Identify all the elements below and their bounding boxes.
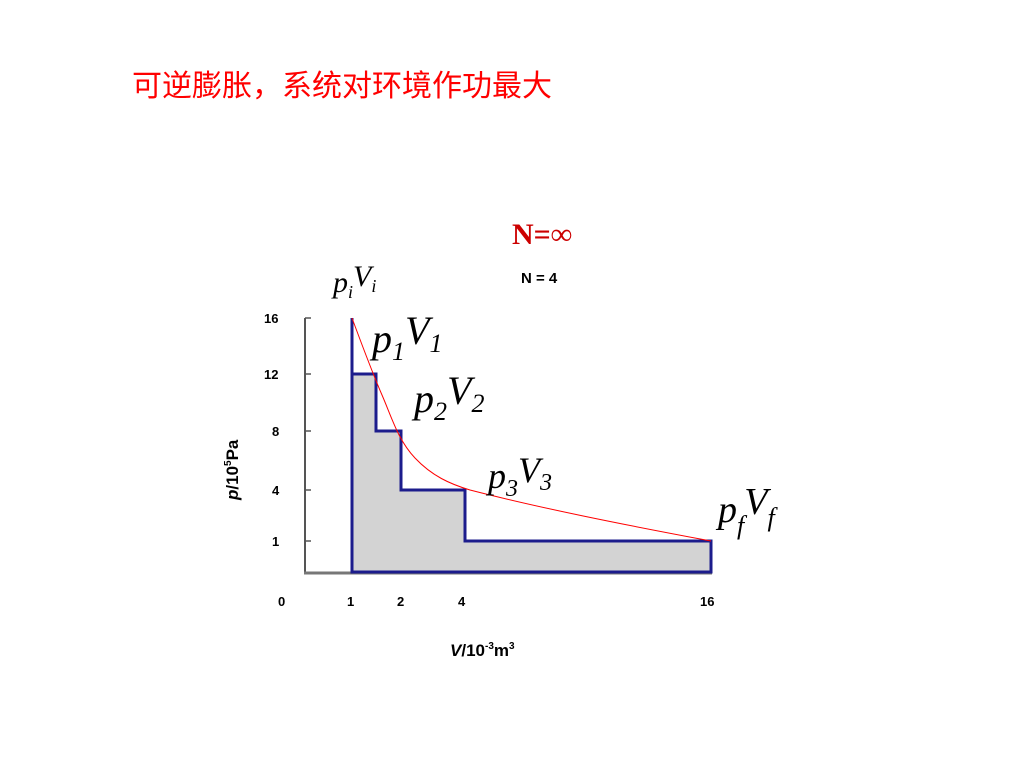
p: p (411, 376, 434, 421)
y-tick-label: 16 (264, 311, 278, 326)
n-infinite: N=∞ (512, 218, 572, 251)
y-text: /10 (223, 466, 242, 490)
sub: 1 (392, 337, 405, 366)
x-exponent: -3 (485, 641, 494, 652)
y-tick-label: 1 (272, 534, 279, 549)
v: V (518, 450, 544, 490)
n-four: N = 4 (521, 270, 558, 287)
p: p (369, 316, 392, 361)
x-unit-exponent: 3 (509, 641, 515, 652)
y-tick-label: 12 (264, 367, 278, 382)
v: V (405, 308, 434, 353)
x-axis-label: V/10-3m3 (450, 641, 515, 660)
reversible-curve (351, 317, 712, 542)
sub: i (348, 282, 353, 302)
point-label: p1V1 (369, 308, 442, 366)
v: V (447, 368, 476, 413)
p: p (715, 489, 737, 531)
x-tick-label: 0 (278, 594, 285, 609)
y-ticks (305, 317, 311, 542)
y-tick-label: 4 (272, 483, 280, 498)
sub: f (767, 503, 778, 532)
sub: i (371, 276, 376, 296)
sub: 2 (471, 389, 484, 418)
sub: 3 (539, 470, 552, 496)
p: p (485, 456, 506, 496)
sub: 2 (434, 397, 447, 426)
sub: 3 (505, 476, 518, 502)
x-symbol: V (450, 641, 463, 660)
point-label: pfVf (715, 481, 778, 540)
y-exponent: 5 (223, 460, 234, 466)
sub: 1 (429, 329, 442, 358)
x-tick-label: 1 (347, 594, 354, 609)
x-tick-label: 2 (397, 594, 404, 609)
sub: f (737, 511, 748, 540)
v: V (744, 481, 771, 523)
y-axis-label: p/105Pa (223, 439, 242, 501)
x-unit: m (494, 641, 509, 660)
x-tick-label: 16 (700, 594, 714, 609)
v: V (353, 260, 375, 293)
y-symbol: p (223, 490, 242, 501)
work-area (350, 372, 713, 574)
x-text: /10 (461, 641, 485, 660)
point-label: p2V2 (411, 368, 484, 426)
point-label: p3V3 (485, 450, 552, 502)
y-unit: Pa (223, 439, 242, 460)
x-tick-label: 4 (458, 594, 466, 609)
slide-title: 可逆膨胀，系统对环境作功最大 (132, 69, 552, 104)
p: p (331, 266, 348, 299)
y-tick-label: 8 (272, 424, 279, 439)
point-label: piVi (331, 260, 376, 302)
